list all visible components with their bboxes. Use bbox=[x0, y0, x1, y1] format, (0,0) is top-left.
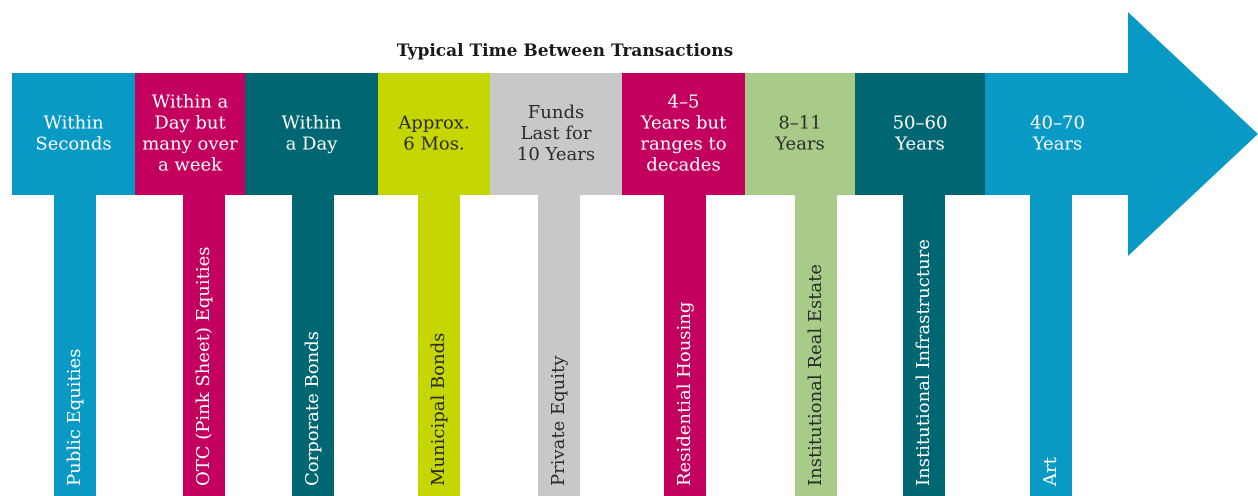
segment-label: 10 Years bbox=[517, 144, 595, 165]
asset-label: Public Equities bbox=[64, 349, 85, 486]
segment bbox=[245, 73, 378, 195]
segment bbox=[135, 73, 245, 195]
stem bbox=[664, 194, 706, 496]
stem bbox=[1030, 194, 1072, 496]
segment bbox=[985, 73, 1132, 195]
asset-label: Municipal Bonds bbox=[428, 333, 449, 486]
stem bbox=[292, 194, 334, 496]
title: Typical Time Between Transactions bbox=[397, 41, 733, 61]
segment-label: ranges to bbox=[640, 134, 726, 155]
segment-label: a week bbox=[158, 155, 223, 176]
segment bbox=[622, 73, 745, 195]
asset-label: Institutional Real Estate bbox=[805, 264, 826, 486]
segment-label: Years but bbox=[640, 113, 727, 134]
stem bbox=[903, 194, 945, 496]
segment-label: Years bbox=[774, 134, 825, 155]
segment-label: 50–60 bbox=[893, 113, 948, 134]
segment-label: Last for bbox=[521, 123, 592, 144]
segment bbox=[490, 73, 622, 195]
segment bbox=[12, 73, 135, 195]
stem bbox=[418, 194, 460, 496]
segment-label: Approx. bbox=[397, 113, 469, 134]
asset-label: Corporate Bonds bbox=[302, 331, 323, 486]
asset-label: Residential Housing bbox=[674, 302, 695, 486]
asset-label: Institutional Infrastructure bbox=[913, 239, 934, 486]
asset-label: OTC (Pink Sheet) Equities bbox=[193, 247, 214, 486]
segment-label: 4–5 bbox=[668, 92, 700, 113]
segment-label: many over bbox=[142, 134, 238, 155]
arrow-head bbox=[1128, 12, 1258, 256]
segment-label: Years bbox=[894, 134, 945, 155]
segment-label: Seconds bbox=[35, 134, 111, 155]
stem bbox=[183, 194, 225, 496]
asset-label: Private Equity bbox=[548, 355, 569, 486]
segment-label: 8–11 bbox=[778, 113, 821, 134]
segment-label: Years bbox=[1032, 134, 1083, 155]
segment-label: Within a bbox=[152, 92, 229, 113]
segment-label: a Day bbox=[286, 134, 339, 155]
segment-label: decades bbox=[646, 155, 720, 176]
asset-label: Art bbox=[1040, 456, 1061, 487]
segment bbox=[855, 73, 985, 195]
stem bbox=[795, 194, 837, 496]
segment-label: Day but bbox=[154, 113, 226, 134]
segment-label: 40–70 bbox=[1030, 113, 1085, 134]
segment-label: 6 Mos. bbox=[403, 134, 464, 155]
segment-label: Funds bbox=[528, 102, 584, 123]
segment-label: Within bbox=[43, 113, 104, 134]
stem bbox=[538, 194, 580, 496]
segment bbox=[378, 73, 490, 195]
stem bbox=[54, 194, 96, 496]
segment-label: Within bbox=[281, 113, 342, 134]
segment bbox=[745, 73, 855, 195]
